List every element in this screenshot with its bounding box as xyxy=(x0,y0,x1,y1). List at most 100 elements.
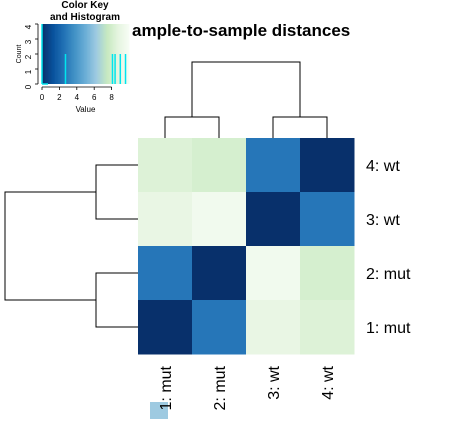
color-key-gradient-strip xyxy=(85,24,88,84)
column-dendrogram xyxy=(164,61,328,138)
color-key-x-tick-label: 8 xyxy=(109,93,114,102)
column-labels: 1: mut 2: mut 3: wt 4: wt xyxy=(150,365,337,419)
color-key-title-line2: and Histogram xyxy=(50,12,120,23)
color-key-y-tick-label: 3 xyxy=(24,39,33,44)
chart-title: ample-to-sample distances xyxy=(132,21,350,40)
color-key-gradient-strip xyxy=(98,24,101,84)
row-label: 4: wt xyxy=(366,158,400,175)
color-key-gradient-strip xyxy=(94,24,97,84)
heatmap-cell xyxy=(192,246,247,301)
color-key-gradient-strip xyxy=(89,24,92,84)
color-key-gradient-strip xyxy=(113,24,115,84)
color-key-gradient-strip xyxy=(79,24,82,84)
color-key-gradient-strip xyxy=(100,24,102,84)
color-key-gradient-strip xyxy=(107,24,110,84)
heatmap-cell xyxy=(246,246,301,301)
row-label: 2: mut xyxy=(366,266,411,283)
column-label-highlight xyxy=(150,402,168,419)
color-key-gradient-strip xyxy=(47,24,50,84)
color-key-gradient-strip xyxy=(76,24,79,84)
color-key-ylabel: Count xyxy=(16,45,23,64)
heatmap-cell xyxy=(246,192,301,247)
heatmap-cell xyxy=(300,138,355,193)
color-key-gradient-strip xyxy=(50,24,53,84)
color-key-gradient-strip xyxy=(91,24,94,84)
color-key-gradient-strip xyxy=(72,24,75,84)
color-key-gradient-strip xyxy=(49,24,52,84)
column-label: 1: mut xyxy=(158,365,175,410)
heatmap-cell xyxy=(138,192,193,247)
row-dendrogram xyxy=(4,164,138,328)
color-key-gradient-strip xyxy=(120,24,123,84)
color-key-title-line1: Color Key xyxy=(61,0,109,11)
row-label: 1: mut xyxy=(366,320,411,337)
color-key-gradient-strip xyxy=(42,24,44,84)
color-key-gradient-strip xyxy=(117,24,120,84)
color-key-xlabel: Value xyxy=(76,105,96,114)
color-key-gradient-strip xyxy=(44,24,47,84)
color-key-gradient-strip xyxy=(84,24,86,84)
color-key-y-tick-label: 2 xyxy=(24,54,33,59)
color-key-x-tick-label: 4 xyxy=(75,93,80,102)
color-key-gradient-strip xyxy=(66,24,69,84)
color-key-y-tick-label: 4 xyxy=(24,24,33,29)
color-key-gradient-strip xyxy=(56,24,59,84)
color-key-gradient-strip xyxy=(126,24,128,84)
color-key-x-tick-label: 0 xyxy=(40,93,45,102)
color-key-gradient-strip xyxy=(69,24,72,84)
color-key-gradient-strip xyxy=(127,24,130,84)
color-key-gradient-strip xyxy=(105,24,108,84)
color-key-gradient-strip xyxy=(46,24,49,84)
color-key-gradient-strip xyxy=(60,24,63,84)
color-key-gradient-strip xyxy=(59,24,62,84)
heatmap-cell xyxy=(192,192,247,247)
color-key-gradient-strip xyxy=(115,24,118,84)
heatmap-cell xyxy=(300,192,355,247)
color-key-x-tick-label: 6 xyxy=(92,93,97,102)
heatmap-cell xyxy=(138,300,193,355)
color-key-y-tick-label: 1 xyxy=(24,69,33,74)
color-key-gradient-strip xyxy=(88,24,91,84)
color-key-gradient-strip xyxy=(52,24,54,84)
color-key-gradient-strip xyxy=(68,24,70,84)
color-key-gradient-strip xyxy=(75,24,78,84)
heatmap-cell xyxy=(138,246,193,301)
color-key-gradient-strip xyxy=(78,24,81,84)
color-key-gradient-strip xyxy=(92,24,95,84)
column-label: 2: mut xyxy=(212,365,229,410)
color-key-gradient-strip xyxy=(123,24,126,84)
color-key-gradient-strip xyxy=(57,24,60,84)
color-key-gradient-strip xyxy=(121,24,124,84)
row-label: 3: wt xyxy=(366,212,400,229)
color-key-gradient-strip xyxy=(101,24,104,84)
heatmap-cell xyxy=(246,300,301,355)
color-key-gradient-strip xyxy=(53,24,56,84)
color-key-gradient-strip xyxy=(82,24,85,84)
color-key-y-tick-label: 0 xyxy=(24,84,33,89)
color-key-gradient-strip xyxy=(108,24,111,84)
heatmap-cell xyxy=(192,138,247,193)
heatmap-cell xyxy=(246,138,301,193)
row-labels: 4: wt 3: wt 2: mut 1: mut xyxy=(366,158,411,337)
heatmap-cells xyxy=(138,138,355,355)
heatmap-cell xyxy=(300,246,355,301)
heatmap-cell xyxy=(138,138,193,193)
color-key-gradient-strip xyxy=(110,24,112,84)
color-key-gradient-strip xyxy=(43,24,46,84)
color-key-gradient-strip xyxy=(73,24,76,84)
color-key-gradient-strip xyxy=(63,24,66,84)
heatmap-cell xyxy=(192,300,247,355)
color-key-gradient-strip xyxy=(102,24,105,84)
color-key-gradient-strip xyxy=(55,24,57,84)
heatmap-cell xyxy=(300,300,355,355)
dendrogram-branch xyxy=(4,191,96,301)
color-key-gradient-strip xyxy=(104,24,107,84)
color-key-gradient-strip xyxy=(97,24,99,84)
color-key-gradient-strip xyxy=(62,24,65,84)
color-key-gradient-strip xyxy=(86,24,89,84)
dendrogram-branch xyxy=(191,61,301,117)
column-label: 4: wt xyxy=(320,365,337,399)
color-key-gradient-strip xyxy=(81,24,83,84)
color-key-gradient-strip xyxy=(95,24,98,84)
